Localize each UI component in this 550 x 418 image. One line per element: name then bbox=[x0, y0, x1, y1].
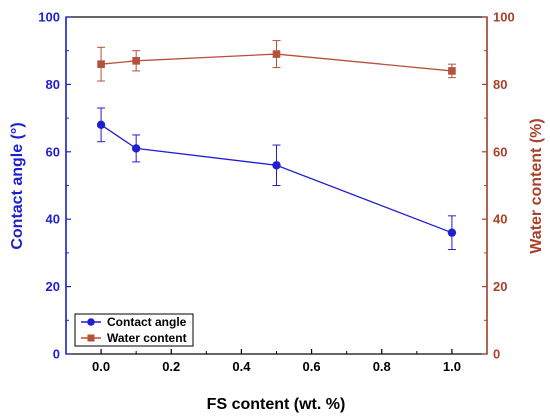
right-tick-label: 100 bbox=[493, 10, 515, 25]
right-tick-label: 40 bbox=[493, 212, 507, 227]
legend: Contact angle Water content bbox=[74, 313, 194, 347]
series-line bbox=[101, 53, 452, 72]
x-tick-label: 1.0 bbox=[443, 359, 461, 374]
x-tick-label: 0.4 bbox=[232, 359, 251, 374]
x-tick-label: 0.0 bbox=[92, 359, 110, 374]
left-tick-label: 80 bbox=[46, 77, 60, 92]
data-point bbox=[272, 50, 281, 58]
right-tick-label: 60 bbox=[493, 144, 507, 159]
x-axis-title: FS content (wt. %) bbox=[207, 396, 346, 413]
left-tick-label: 0 bbox=[53, 347, 60, 362]
legend-label-contact-angle: Contact angle bbox=[107, 315, 187, 329]
legend-label-water-content: Water content bbox=[107, 331, 187, 345]
data-point bbox=[448, 67, 456, 75]
right-axis-title: Water content (%) bbox=[528, 118, 545, 253]
data-point bbox=[96, 120, 106, 130]
legend-marker-water-content bbox=[87, 334, 95, 342]
x-tick-label: 0.6 bbox=[303, 359, 321, 374]
series-water-content bbox=[97, 40, 456, 82]
data-point bbox=[272, 161, 281, 170]
x-tick-label: 0.8 bbox=[373, 359, 391, 374]
axis-ticks bbox=[66, 16, 487, 355]
left-tick-label: 20 bbox=[46, 279, 60, 294]
right-tick-label: 80 bbox=[493, 77, 507, 92]
tick-labels: 0.0 0.2 0.4 0.6 0.8 1.0 0 20 40 60 80 100 0 20 40 60 80 1… bbox=[38, 10, 514, 375]
left-axis-title: Contact angle (°) bbox=[9, 122, 26, 249]
right-tick-label: 20 bbox=[493, 279, 507, 294]
series-line bbox=[100, 124, 453, 234]
left-tick-label: 100 bbox=[38, 10, 60, 25]
data-point bbox=[97, 60, 105, 68]
x-tick-label: 0.2 bbox=[162, 359, 180, 374]
data-point bbox=[132, 57, 140, 65]
data-point bbox=[131, 144, 141, 153]
left-tick-label: 40 bbox=[46, 212, 60, 227]
left-tick-label: 60 bbox=[46, 144, 60, 159]
data-point bbox=[447, 228, 457, 237]
series-layer bbox=[96, 40, 457, 251]
legend-marker-contact-angle bbox=[87, 318, 95, 326]
right-tick-label: 0 bbox=[493, 347, 500, 362]
series-contact-angle bbox=[96, 107, 457, 251]
legend-box bbox=[74, 313, 194, 347]
